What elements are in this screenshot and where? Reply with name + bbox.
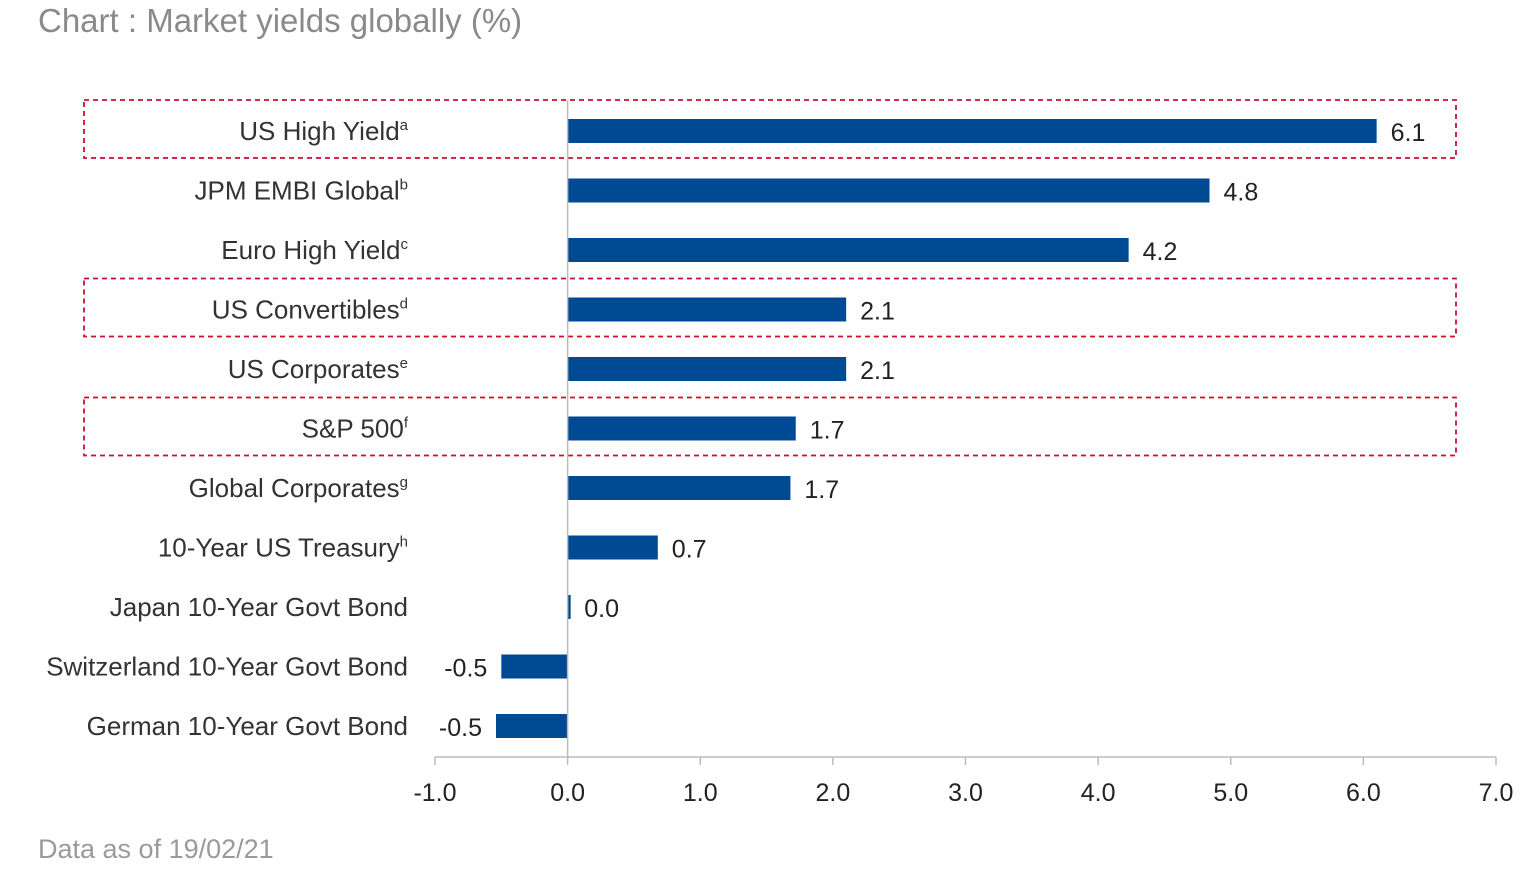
bars	[496, 119, 1377, 738]
category-label: JPM EMBI Globalb	[194, 176, 408, 206]
x-tick-label: 1.0	[683, 779, 718, 807]
x-tick-label: 5.0	[1213, 779, 1248, 807]
category-label: US High Yielda	[239, 116, 408, 146]
value-label: 0.0	[584, 595, 619, 623]
bar	[567, 119, 1377, 143]
x-tick-label: 7.0	[1479, 779, 1514, 807]
value-label: 4.2	[1143, 238, 1178, 266]
x-tick-label: 3.0	[948, 779, 983, 807]
bar	[567, 476, 791, 500]
value-label: 1.7	[804, 476, 839, 504]
data-date-note: Data as of 19/02/21	[38, 834, 274, 864]
bar	[501, 654, 568, 679]
x-tick-label: 0.0	[550, 779, 585, 807]
bar	[496, 714, 568, 738]
category-label: US Corporatese	[228, 354, 408, 384]
x-axis: -1.0 0.0 1.0 2.0 3.0 4.0 5.0 6.0 7.0	[413, 100, 1513, 807]
category-label: Global Corporatesg	[189, 473, 408, 503]
category-label: US Convertiblesd	[212, 295, 408, 325]
x-tick-label: 2.0	[815, 779, 850, 807]
value-label: 2.1	[860, 298, 895, 326]
value-label: 4.8	[1224, 179, 1259, 207]
x-tick-label: 6.0	[1346, 779, 1381, 807]
bar	[567, 416, 796, 441]
bar	[567, 297, 847, 322]
value-label: 6.1	[1391, 119, 1426, 147]
value-label: 1.7	[810, 417, 845, 445]
category-label: Japan 10-Year Govt Bond	[110, 592, 408, 622]
category-labels: US High Yielda JPM EMBI Globalb Euro High …	[46, 116, 409, 741]
highlight-boxes	[83, 99, 1457, 457]
bar	[567, 535, 658, 560]
category-label: German 10-Year Govt Bond	[87, 711, 408, 741]
bar	[567, 238, 1129, 262]
x-tick-label: -1.0	[413, 779, 456, 807]
bar	[567, 357, 847, 381]
x-tick-label: 4.0	[1081, 779, 1116, 807]
category-label: Euro High Yieldc	[221, 235, 408, 265]
category-label: Switzerland 10-Year Govt Bond	[46, 652, 408, 682]
highlight-box	[83, 99, 1457, 159]
value-label: 2.1	[860, 357, 895, 385]
bar	[567, 178, 1210, 203]
highlight-box	[83, 277, 1457, 338]
bar	[567, 595, 571, 619]
category-label: 10-Year US Treasuryh	[158, 533, 408, 563]
chart-title: Chart : Market yields globally (%)	[38, 2, 523, 39]
value-labels: 6.1 4.8 4.2 2.1 2.1 1.7 1.7 0.7 0.0 -0.5 -0.5	[439, 119, 1425, 742]
value-label: 0.7	[672, 536, 707, 564]
highlight-box	[83, 396, 1457, 457]
value-label: -0.5	[439, 714, 482, 742]
value-label: -0.5	[444, 655, 487, 683]
category-label: S&P 500f	[302, 414, 409, 444]
